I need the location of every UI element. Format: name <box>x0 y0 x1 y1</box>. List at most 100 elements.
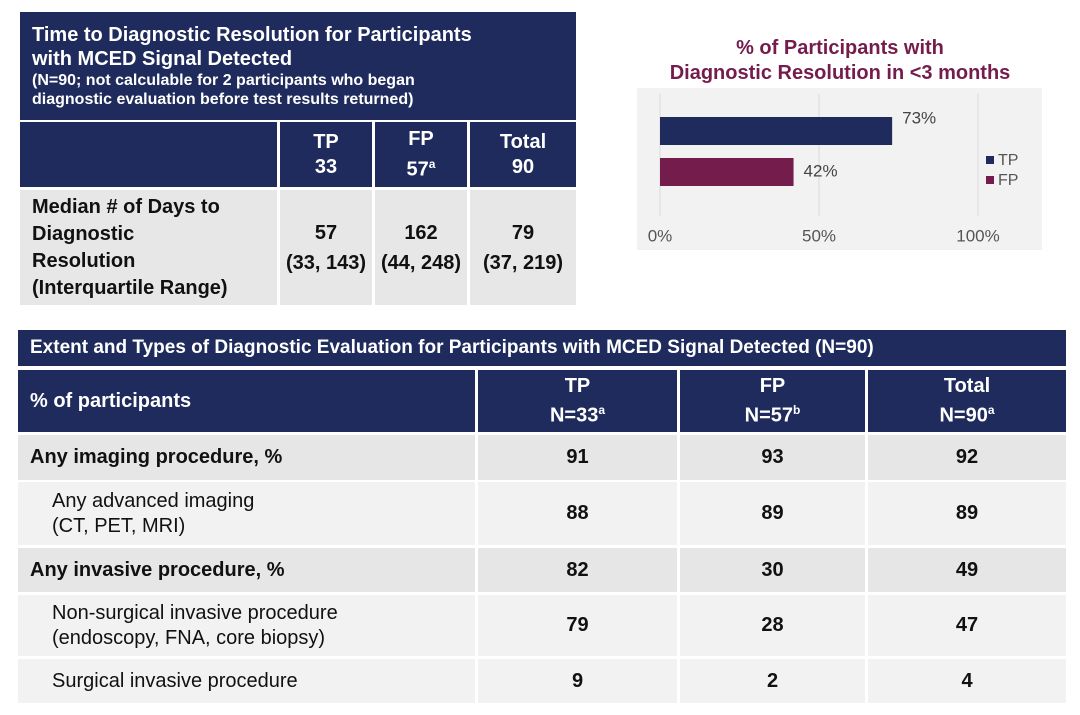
data-cell: 88 <box>478 482 677 545</box>
chart-title-line: % of Participants with <box>736 37 944 59</box>
legend-swatch <box>986 156 994 164</box>
column-count: N=90 <box>939 404 988 427</box>
cell-value: 9 <box>571 669 584 692</box>
table-title: Extent and Types of Diagnostic Evaluatio… <box>18 330 1066 366</box>
legend-label: FP <box>998 172 1018 189</box>
column-n: 57a <box>407 152 436 183</box>
data-cell: 79 <box>478 595 677 656</box>
column-header: Total 90 <box>470 122 576 187</box>
data-cell: 91 <box>478 435 677 480</box>
row-label: Surgical invasive procedure <box>18 659 475 703</box>
footnote-mark: a <box>598 403 606 418</box>
row-label: Any imaging procedure, % <box>18 435 475 480</box>
column-label: Total <box>499 130 547 153</box>
median: 162 <box>404 221 438 244</box>
cell-value: 49 <box>955 558 979 581</box>
row-label-line: Resolution <box>32 249 136 272</box>
bar <box>660 117 893 145</box>
bar-chart: 0% 50% 100% 73% TP 42% FP <box>637 88 1042 250</box>
row-label: Median # of Days to Diagnostic Resolution (… <box>20 190 277 305</box>
data-cell: 9 <box>478 659 677 703</box>
column-header: Total N=90a <box>868 370 1066 432</box>
value-label: 73% <box>902 108 936 127</box>
data-cell: 4 <box>868 659 1066 703</box>
data-cell: 47 <box>868 595 1066 656</box>
row-label-line: Any imaging procedure, % <box>30 446 283 468</box>
cell-value: 30 <box>761 558 784 581</box>
footnote-mark: a <box>987 403 995 418</box>
cell-value: 93 <box>761 446 784 468</box>
x-tick-label: 100% <box>956 226 999 245</box>
cell-value: 2 <box>766 669 779 692</box>
row-label-line: Any advanced imaging <box>52 489 255 512</box>
column-label: FP <box>759 375 786 398</box>
row-label: Non-surgical invasive procedure (endoscop… <box>18 595 475 656</box>
median: 79 <box>511 221 535 244</box>
iqr: (44, 248) <box>380 251 462 274</box>
column-label: Total <box>943 375 991 398</box>
row-label-line: Non-surgical invasive procedure <box>52 601 338 624</box>
column-n: N=57b <box>745 398 801 428</box>
data-cell: 92 <box>868 435 1066 480</box>
column-count: N=33 <box>549 404 599 427</box>
cell-value: 92 <box>955 446 979 468</box>
bar <box>660 158 794 186</box>
iqr: (33, 143) <box>285 251 367 274</box>
footnote-mark: a <box>428 156 436 171</box>
subtitle-line: (N=90; not calculable for 2 participants… <box>32 72 415 89</box>
column-label: TP <box>313 130 339 153</box>
header-text: % of participants <box>30 389 192 412</box>
cell-value: 82 <box>566 558 589 581</box>
data-cell: 2 <box>680 659 865 703</box>
column-label: TP <box>564 375 591 398</box>
title-line: Time to Diagnostic Resolution for Partic… <box>32 24 472 46</box>
table-title: Time to Diagnostic Resolution for Partic… <box>20 12 576 120</box>
footnote-mark: b <box>793 403 801 418</box>
column-count: N=57 <box>744 404 794 427</box>
data-cell: 93 <box>680 435 865 480</box>
column-count: 57 <box>406 158 429 181</box>
column-count: 33 <box>314 155 338 178</box>
row-label-line: Any invasive procedure, % <box>30 558 285 581</box>
cell-value: 88 <box>566 502 589 524</box>
data-cell: 162 (44, 248) <box>375 190 467 305</box>
header-cell: % of participants <box>18 370 475 432</box>
data-cell: 30 <box>680 548 865 592</box>
row-label: Any invasive procedure, % <box>18 548 475 592</box>
cell-value: 89 <box>955 502 979 524</box>
data-cell: 28 <box>680 595 865 656</box>
column-header: TP 33 <box>280 122 372 187</box>
cell-value: 47 <box>955 614 979 636</box>
legend-swatch <box>986 176 994 184</box>
row-label: Any advanced imaging (CT, PET, MRI) <box>18 482 475 545</box>
column-header: FP N=57b <box>680 370 865 432</box>
row-label-line: (Interquartile Range) <box>32 276 228 299</box>
column-n: 33 <box>315 155 337 180</box>
data-cell: 82 <box>478 548 677 592</box>
column-header: TP N=33a <box>478 370 677 432</box>
row-label-line: Diagnostic <box>32 222 135 245</box>
column-header: FP 57a <box>375 122 467 187</box>
column-n: N=90a <box>939 398 994 428</box>
row-label-line: Surgical invasive procedure <box>52 669 298 692</box>
x-tick-label: 50% <box>802 226 836 245</box>
data-cell: 57 (33, 143) <box>280 190 372 305</box>
data-cell: 49 <box>868 548 1066 592</box>
column-label: FP <box>408 127 434 150</box>
row-label-line: (CT, PET, MRI) <box>52 514 186 537</box>
cell-value: 4 <box>961 669 973 692</box>
chart-title: % of Participants with Diagnostic Resolut… <box>620 34 1060 88</box>
data-cell: 89 <box>868 482 1066 545</box>
value-label: 42% <box>804 161 838 180</box>
column-n: 90 <box>512 155 534 180</box>
title-text: Extent and Types of Diagnostic Evaluatio… <box>30 337 874 358</box>
chart-title-line: Diagnostic Resolution in <3 months <box>669 62 1011 84</box>
subtitle-line: diagnostic evaluation before test result… <box>32 91 414 108</box>
row-label-line: Median # of Days to <box>32 195 220 218</box>
row-label-line: (endoscopy, FNA, core biopsy) <box>52 626 326 649</box>
cell-value: 28 <box>761 614 784 636</box>
x-tick-label: 0% <box>648 226 673 245</box>
data-cell: 89 <box>680 482 865 545</box>
cell-value: 89 <box>761 502 784 524</box>
column-n: N=33a <box>550 398 605 428</box>
